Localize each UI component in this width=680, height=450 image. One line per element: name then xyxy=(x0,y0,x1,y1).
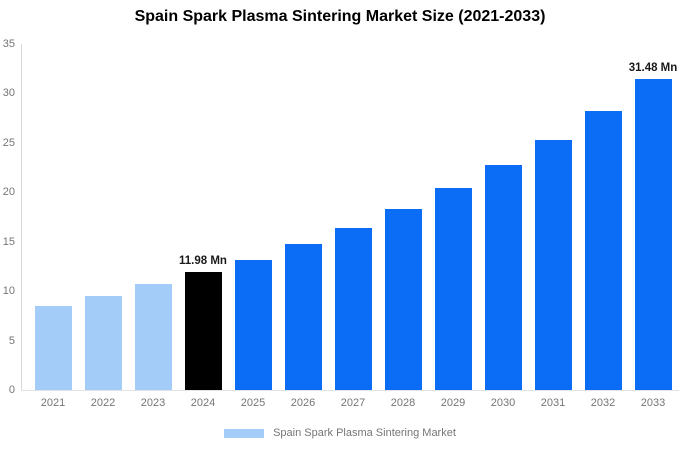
y-tick-label-10: 10 xyxy=(2,285,15,298)
y-tick-label-15: 15 xyxy=(2,235,15,248)
legend-swatch xyxy=(224,428,265,438)
y-tick-label-5: 5 xyxy=(8,334,15,347)
data-label-2024: 11.98 Mn xyxy=(179,254,227,267)
y-tick-label-35: 35 xyxy=(2,38,15,50)
bar-2031 xyxy=(534,139,572,390)
legend-label: Spain Spark Plasma Sintering Market xyxy=(273,427,456,439)
x-axis-label-2027: 2027 xyxy=(340,397,366,409)
data-label-2033: 31.48 Mn xyxy=(628,61,678,74)
bar-2029 xyxy=(434,188,472,390)
bar-2033 xyxy=(634,78,672,390)
x-axis-label-2032: 2032 xyxy=(590,397,616,409)
bar-2026 xyxy=(284,243,322,390)
x-axis-label-2031: 2031 xyxy=(540,397,566,409)
bar-2028 xyxy=(384,209,422,390)
x-axis-label-2033: 2033 xyxy=(640,397,666,409)
bar-2025 xyxy=(234,259,272,390)
legend: Spain Spark Plasma Sintering Market xyxy=(0,425,680,441)
y-axis: 0 5 10 15 20 25 30 35 xyxy=(0,38,17,396)
y-tick-label-20: 20 xyxy=(2,186,15,199)
bar-2022 xyxy=(84,295,122,390)
x-axis-label-2029: 2029 xyxy=(440,397,466,409)
bar-2023 xyxy=(134,284,172,390)
x-axis-label-2028: 2028 xyxy=(390,397,416,409)
x-axis-label-2022: 2022 xyxy=(90,397,116,409)
bar-2027 xyxy=(334,227,372,390)
x-axis-label-2023: 2023 xyxy=(140,397,166,409)
y-tick-label-30: 30 xyxy=(2,87,15,100)
bar-2021 xyxy=(34,305,72,390)
y-tick-label-0: 0 xyxy=(8,384,15,396)
plot-area: 2021 2022 2023 2024 2025 2026 2027 2028 2029 2030… xyxy=(21,44,679,409)
bar-2024 xyxy=(184,271,222,390)
bar-2030 xyxy=(484,165,522,390)
y-tick-label-25: 25 xyxy=(2,136,15,149)
x-axis-label-2024: 2024 xyxy=(190,397,216,409)
chart-title: Spain Spark Plasma Sintering Market Size… xyxy=(134,8,546,25)
x-axis-label-2021: 2021 xyxy=(40,397,66,409)
bar-2032 xyxy=(584,111,622,390)
x-axis-label-2025: 2025 xyxy=(240,397,266,409)
x-axis-label-2026: 2026 xyxy=(290,397,316,409)
x-axis-label-2030: 2030 xyxy=(490,397,516,409)
